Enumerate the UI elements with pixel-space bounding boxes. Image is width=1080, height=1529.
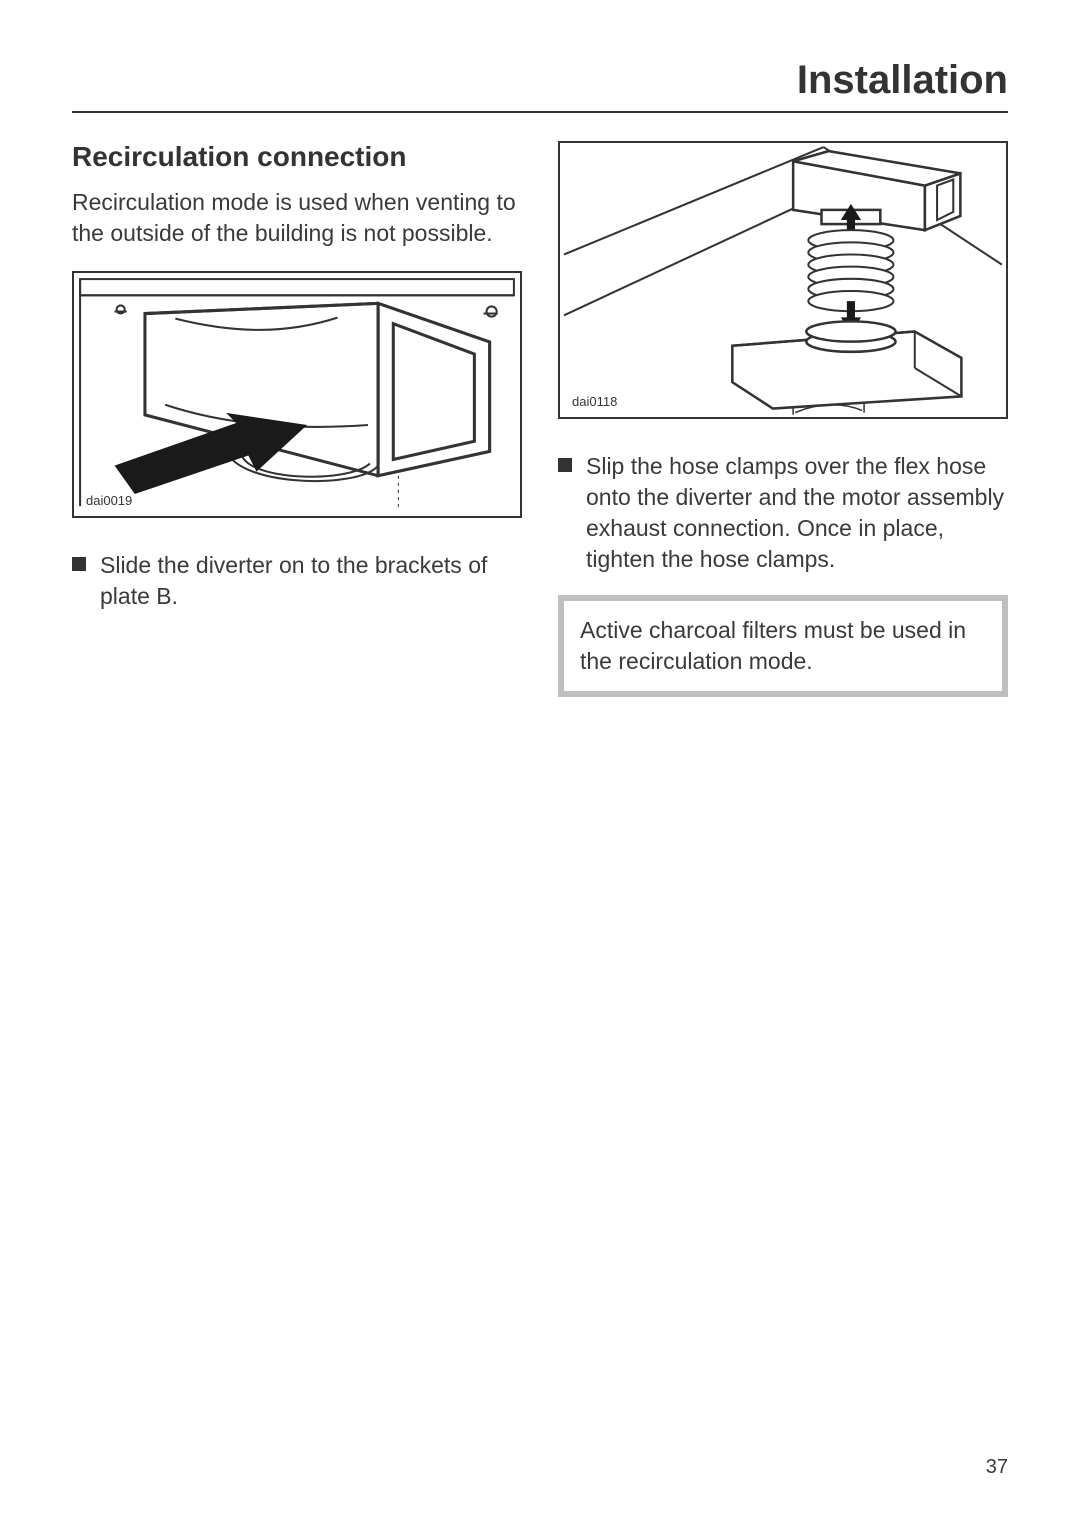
instruction-step: Slide the diverter on to the brackets of…	[72, 550, 522, 612]
diverter-illustration	[74, 273, 520, 516]
section-title: Recirculation connection	[72, 141, 522, 173]
hose-assembly-illustration	[560, 143, 1006, 417]
page: Installation Recirculation connection Re…	[0, 0, 1080, 1529]
right-column: dai0118 Slip the hose clamps over the fl…	[558, 141, 1008, 697]
figure-label: dai0019	[86, 493, 132, 508]
note-text: Active charcoal filters must be used in …	[580, 617, 966, 674]
header-rule	[72, 111, 1008, 113]
square-bullet-icon	[558, 458, 572, 472]
intro-paragraph: Recirculation mode is used when venting …	[72, 187, 522, 249]
left-column: Recirculation connection Recirculation m…	[72, 141, 522, 697]
header-title: Installation	[72, 58, 1008, 111]
figure-diverter: dai0019	[72, 271, 522, 518]
page-number: 37	[986, 1456, 1008, 1479]
instruction-text: Slide the diverter on to the brackets of…	[100, 550, 522, 612]
figure-hose-assembly: dai0118	[558, 141, 1008, 419]
two-column-layout: Recirculation connection Recirculation m…	[72, 141, 1008, 697]
instruction-text: Slip the hose clamps over the flex hose …	[586, 451, 1008, 575]
instruction-step: Slip the hose clamps over the flex hose …	[558, 451, 1008, 575]
figure-label: dai0118	[572, 394, 617, 409]
note-box: Active charcoal filters must be used in …	[558, 595, 1008, 697]
square-bullet-icon	[72, 557, 86, 571]
